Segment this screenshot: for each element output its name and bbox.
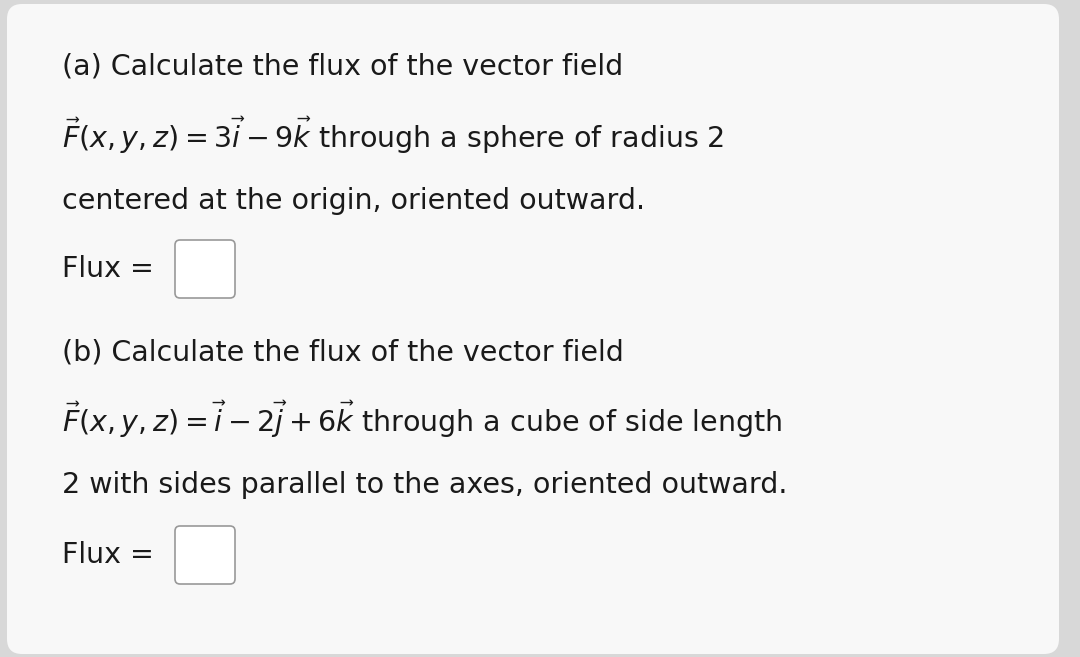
Text: $\vec{F}(x, y, z) = 3\vec{i} - 9\vec{k}$ through a sphere of radius 2: $\vec{F}(x, y, z) = 3\vec{i} - 9\vec{k}$… xyxy=(62,114,725,156)
Text: $\vec{F}(x, y, z) = \vec{i} - 2\vec{j} + 6\vec{k}$ through a cube of side length: $\vec{F}(x, y, z) = \vec{i} - 2\vec{j} +… xyxy=(62,398,782,440)
Text: (b) Calculate the flux of the vector field: (b) Calculate the flux of the vector fie… xyxy=(62,338,624,366)
FancyBboxPatch shape xyxy=(175,526,235,584)
FancyBboxPatch shape xyxy=(6,4,1059,654)
Text: Flux =: Flux = xyxy=(62,541,163,569)
Text: 2 with sides parallel to the axes, oriented outward.: 2 with sides parallel to the axes, orien… xyxy=(62,471,787,499)
Text: centered at the origin, oriented outward.: centered at the origin, oriented outward… xyxy=(62,187,645,215)
FancyBboxPatch shape xyxy=(175,240,235,298)
Text: Flux =: Flux = xyxy=(62,255,163,283)
Text: (a) Calculate the flux of the vector field: (a) Calculate the flux of the vector fie… xyxy=(62,53,623,81)
